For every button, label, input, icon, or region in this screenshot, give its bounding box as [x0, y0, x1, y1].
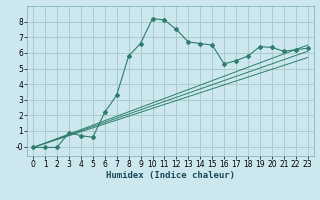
X-axis label: Humidex (Indice chaleur): Humidex (Indice chaleur) — [106, 171, 235, 180]
